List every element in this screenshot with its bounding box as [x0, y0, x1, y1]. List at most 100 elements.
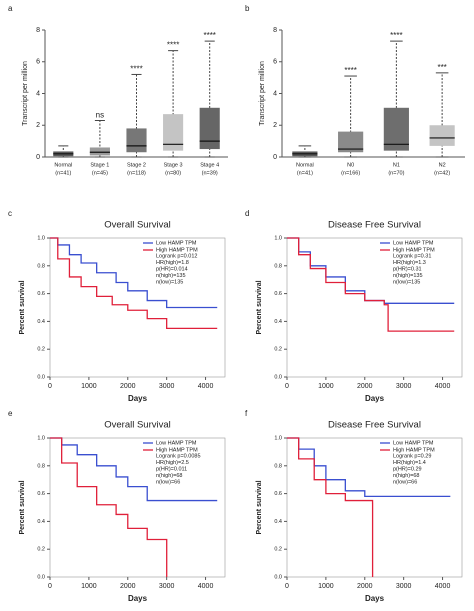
box	[338, 131, 364, 153]
y-tick-label: 4	[36, 90, 40, 97]
x-tick-label: 2000	[120, 583, 136, 590]
y-tick-label: 0.8	[274, 463, 282, 469]
y-tick-label: 0.4	[274, 319, 282, 325]
x-tick-label: 1000	[81, 383, 97, 390]
legend-label: Low HAMP TPM	[393, 440, 434, 446]
box	[89, 147, 110, 156]
y-axis-label: Percent survival	[19, 480, 26, 534]
x-tick-label: 3000	[396, 383, 412, 390]
y-axis-label: Percent survival	[256, 280, 263, 334]
y-tick-label: 2	[36, 122, 40, 129]
x-tick-label: N2	[439, 162, 446, 168]
y-axis-label: Percent survival	[256, 480, 263, 534]
y-axis-label: Transcript per million	[259, 61, 266, 126]
significance: ***	[437, 63, 446, 72]
y-tick-label: 0.0	[37, 574, 45, 580]
survival-curve	[287, 437, 374, 577]
x-tick-label: 1000	[318, 383, 334, 390]
stat-label: p(HR)=0.011	[156, 466, 187, 472]
x-tick-label: 0	[48, 383, 52, 390]
legend-label: High HAMP TPM	[156, 447, 198, 453]
stat-label: n(high)=68	[156, 473, 182, 479]
y-tick-label: 1.0	[274, 235, 282, 241]
y-tick-label: 0.6	[274, 491, 282, 497]
panel-label: e	[8, 409, 13, 418]
y-axis-label: Transcript per million	[22, 61, 29, 126]
significance: ns	[96, 111, 104, 120]
x-tick-sublabel: (n=39)	[202, 170, 218, 176]
x-tick-sublabel: (n=41)	[297, 170, 313, 176]
x-tick-label: 0	[285, 583, 289, 590]
significance: ****	[390, 31, 402, 40]
survival-curve	[50, 437, 218, 502]
stat-label: HR(high)=1.8	[156, 260, 189, 266]
x-tick-label: N1	[393, 162, 400, 168]
x-tick-label: 2000	[357, 583, 373, 590]
y-tick-label: 6	[36, 59, 40, 66]
box	[126, 128, 147, 153]
stat-label: n(high)=135	[156, 273, 186, 279]
legend-label: High HAMP TPM	[393, 247, 435, 253]
y-tick-label: 1.0	[274, 435, 282, 441]
y-tick-label: 0.2	[274, 547, 282, 553]
y-tick-label: 0.0	[37, 374, 45, 380]
x-tick-label: Normal	[296, 162, 314, 168]
y-tick-label: 0.4	[37, 319, 45, 325]
y-tick-label: 1.0	[37, 435, 45, 441]
y-tick-label: 0	[273, 154, 277, 161]
legend-label: High HAMP TPM	[393, 447, 435, 453]
survival-curve	[50, 237, 218, 329]
plot-frame	[286, 437, 463, 578]
x-tick-sublabel: (n=166)	[341, 170, 360, 176]
x-axis-label: Days	[128, 394, 148, 403]
y-tick-label: 0.8	[274, 263, 282, 269]
stat-label: n(high)=135	[393, 273, 423, 279]
survival-curve	[50, 237, 218, 309]
legend-label: Low HAMP TPM	[393, 240, 434, 246]
significance: ****	[130, 65, 142, 74]
x-tick-label: 2000	[120, 383, 136, 390]
y-tick-label: 0.6	[37, 291, 45, 297]
x-tick-label: N0	[347, 162, 354, 168]
x-tick-label: 2000	[357, 383, 373, 390]
stat-label: p(HR)=0.31	[393, 266, 422, 272]
x-tick-label: Normal	[54, 162, 72, 168]
stat-label: Logrank p=0.012	[156, 253, 197, 259]
stat-label: Logrank p=0.29	[393, 453, 431, 459]
x-tick-label: 3000	[159, 583, 175, 590]
chart-title: Overall Survival	[104, 420, 171, 431]
y-tick-label: 4	[273, 90, 277, 97]
panel-label: f	[245, 409, 248, 418]
survival-curve	[287, 237, 455, 332]
significance: ****	[167, 41, 179, 50]
box	[163, 114, 184, 151]
significance: ****	[203, 31, 215, 40]
chart-title: Disease Free Survival	[328, 420, 421, 431]
x-tick-label: Stage 3	[164, 162, 183, 168]
plot-frame	[286, 237, 463, 378]
y-tick-label: 0.8	[37, 263, 45, 269]
y-tick-label: 0.6	[37, 491, 45, 497]
y-tick-label: 1.0	[37, 235, 45, 241]
x-tick-sublabel: (n=80)	[165, 170, 181, 176]
x-tick-label: 0	[48, 583, 52, 590]
chart-title: Disease Free Survival	[328, 220, 421, 231]
significance: ****	[344, 66, 356, 75]
x-tick-label: 0	[285, 383, 289, 390]
x-tick-sublabel: (n=42)	[434, 170, 450, 176]
stat-label: HR(high)=1.4	[393, 460, 426, 466]
x-tick-label: 4000	[435, 583, 451, 590]
chart-title: Overall Survival	[104, 220, 171, 231]
plot-frame	[49, 237, 226, 378]
legend-label: Low HAMP TPM	[156, 440, 197, 446]
x-tick-label: 4000	[435, 383, 451, 390]
box	[383, 107, 409, 151]
stat-label: n(low)=135	[393, 279, 420, 285]
y-axis-label: Percent survival	[19, 280, 26, 334]
y-tick-label: 0.0	[274, 374, 282, 380]
x-tick-sublabel: (n=118)	[127, 170, 146, 176]
y-tick-label: 8	[36, 27, 40, 34]
stat-label: Logrank p=0.0085	[156, 453, 201, 459]
panel-label: b	[245, 4, 250, 13]
y-tick-label: 0	[36, 154, 40, 161]
